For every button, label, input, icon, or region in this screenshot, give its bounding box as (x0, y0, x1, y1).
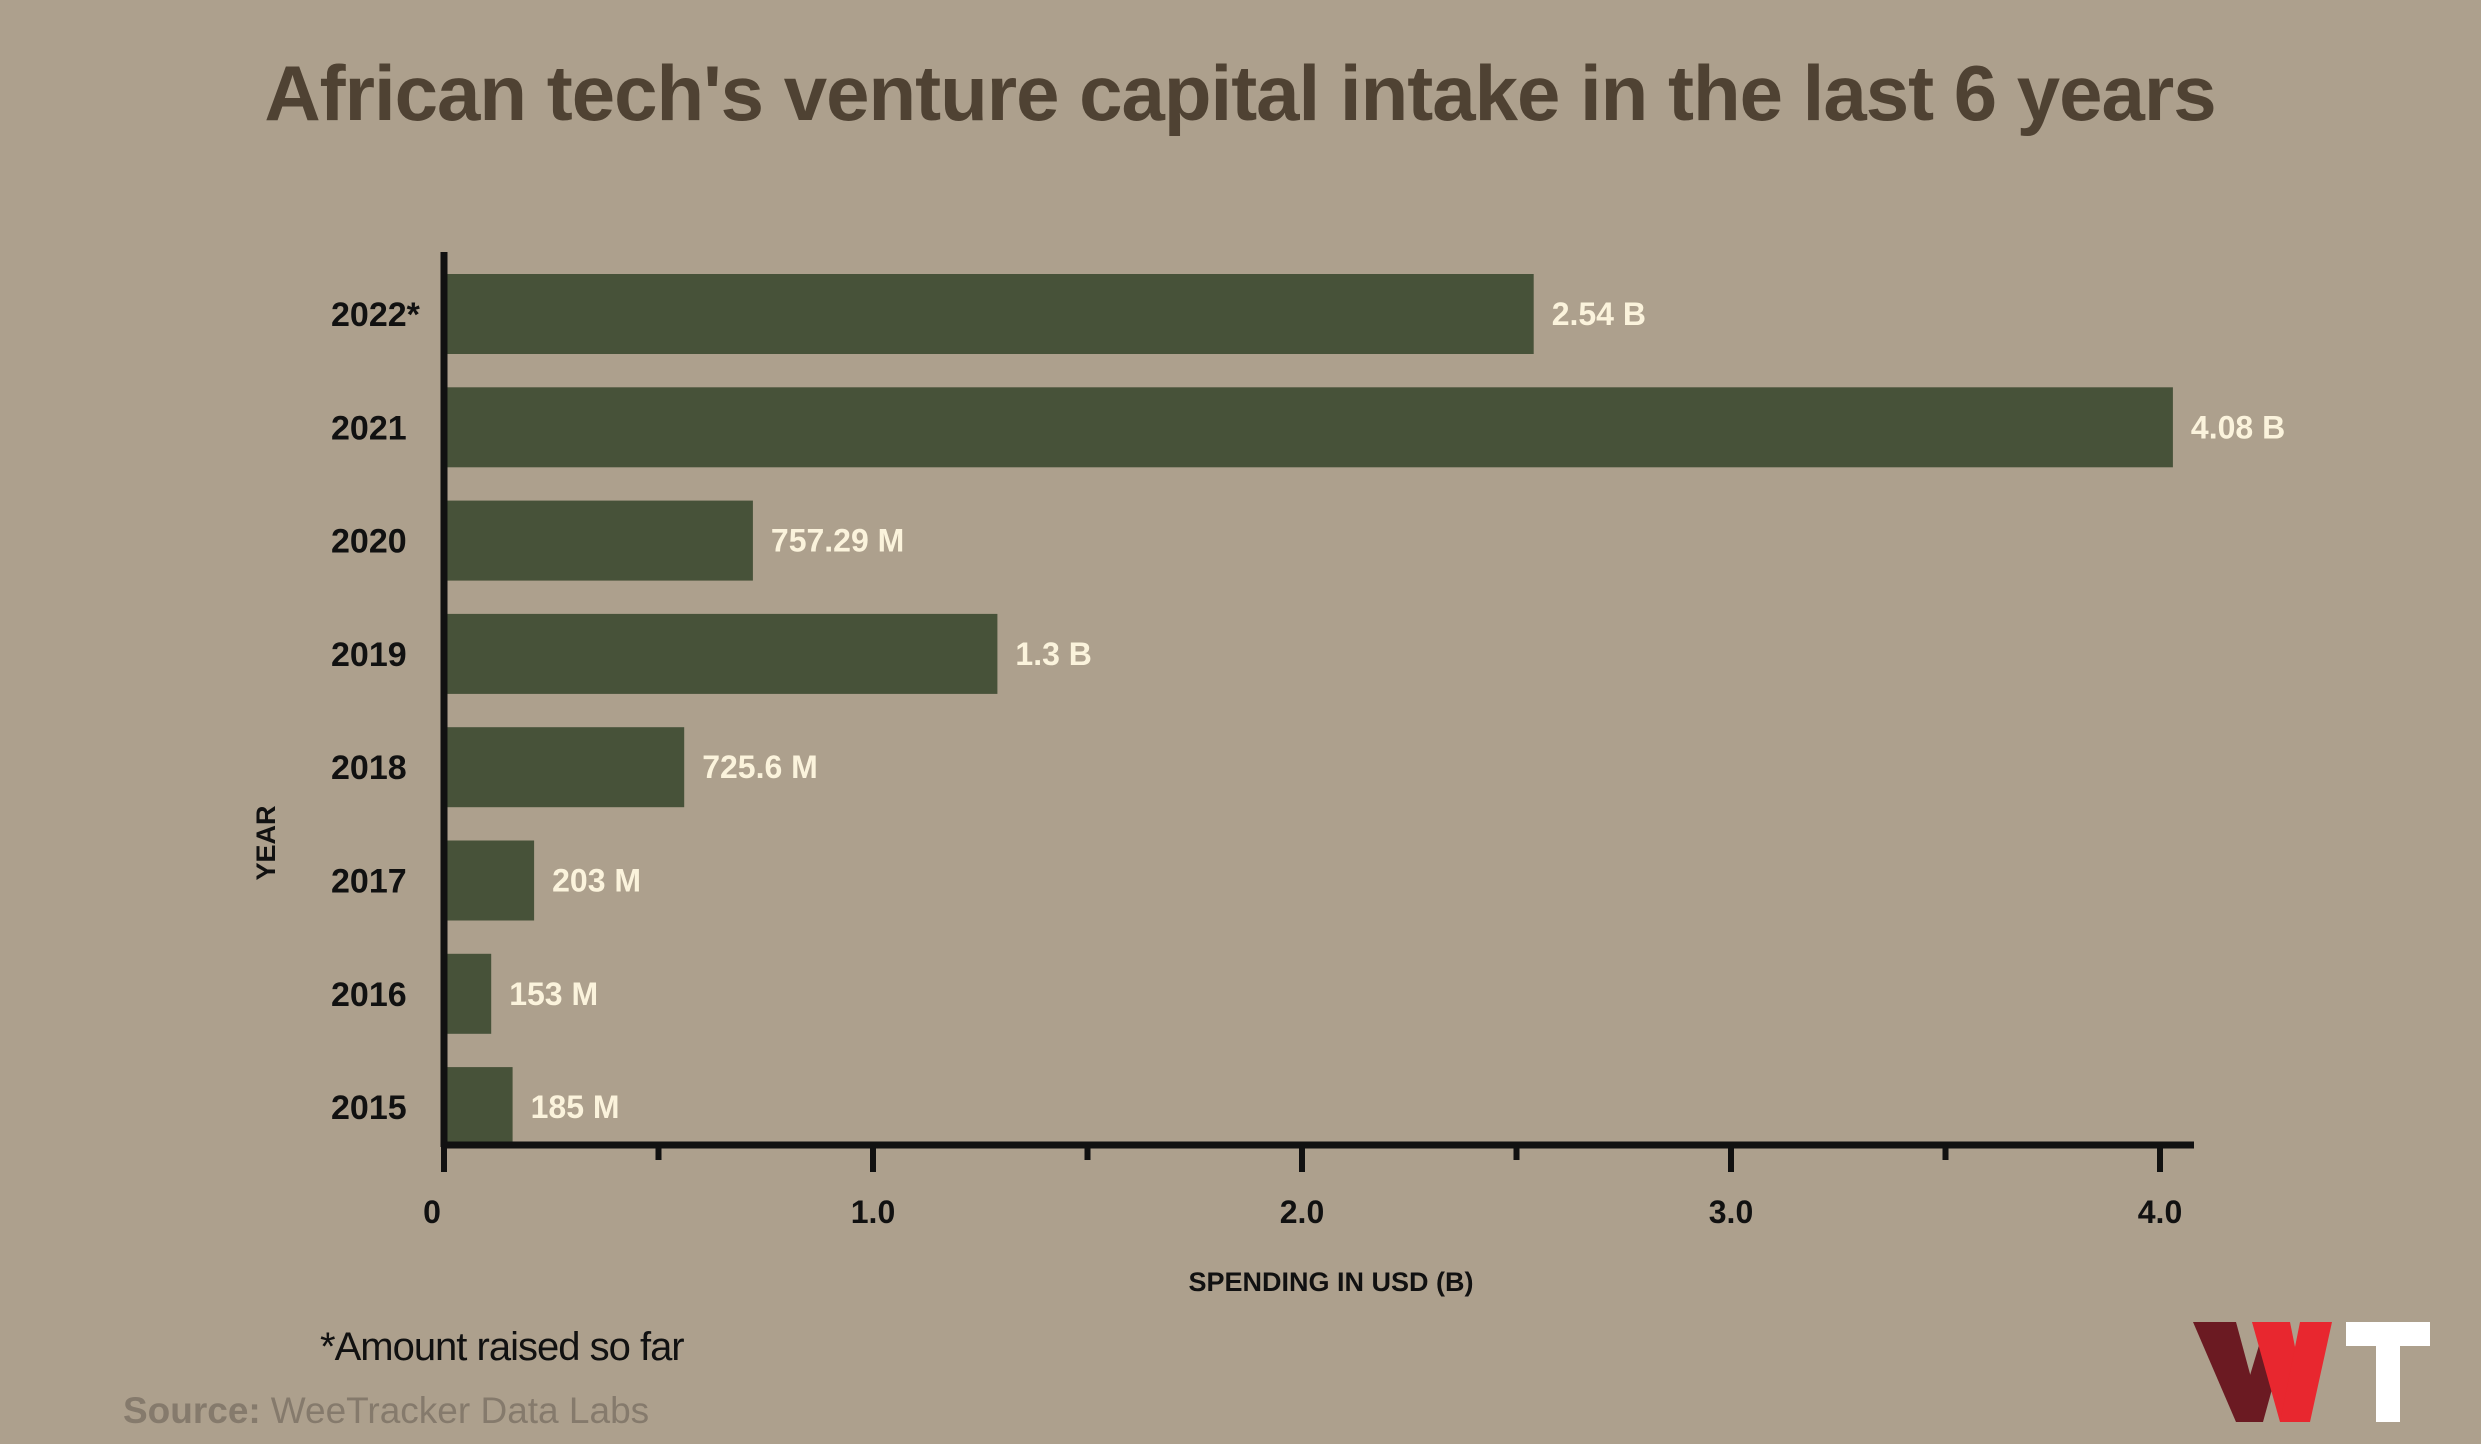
source-line: Source: WeeTracker Data Labs (123, 1390, 649, 1431)
bar-2017 (444, 840, 535, 921)
data-label-2016: 153 M (509, 976, 598, 1012)
y-tick-2015: 2015 (331, 1089, 407, 1127)
y-tick-2022: 2022* (331, 296, 421, 334)
source-value: WeeTracker Data Labs (271, 1390, 649, 1431)
y-axis-label: YEAR (251, 805, 281, 880)
x-ticks-group: 0 1.0 2.0 3.0 4.0 (423, 1145, 2182, 1230)
x-tick-label-3: 3.0 (1709, 1194, 1753, 1230)
x-tick-label-0: 0 (423, 1194, 441, 1230)
footnote: *Amount raised so far (320, 1325, 684, 1369)
y-tick-labels-group: 2022* 2021 2020 2019 2018 2017 2016 2015 (331, 296, 421, 1127)
data-label-2017: 203 M (552, 863, 641, 899)
y-tick-2016: 2016 (331, 976, 407, 1014)
data-label-2015: 185 M (531, 1089, 620, 1125)
data-label-2018: 725.6 M (702, 749, 818, 785)
bars-group (444, 274, 2173, 1148)
bar-2021 (444, 387, 2173, 468)
x-tick-label-2: 2.0 (1280, 1194, 1324, 1230)
source-key: Source: (123, 1390, 261, 1431)
data-label-2020: 757.29 M (771, 523, 904, 559)
y-tick-2017: 2017 (331, 863, 407, 901)
bar-2019 (444, 613, 998, 694)
data-labels-group: 2.54 B 4.08 B 757.29 M 1.3 B 725.6 M 203 M 153… (509, 296, 2285, 1125)
bar-2015 (444, 1067, 513, 1148)
x-tick-label-1: 1.0 (851, 1194, 895, 1230)
x-axis-label: SPENDING IN USD (B) (1188, 1267, 1473, 1297)
y-tick-2019: 2019 (331, 636, 407, 674)
chart-title: African tech's venture capital intake in… (264, 49, 2215, 137)
x-tick-label-4: 4.0 (2138, 1194, 2182, 1230)
data-label-2021: 4.08 B (2191, 409, 2285, 445)
bar-2020 (444, 500, 753, 581)
weetracker-wt-logo (2193, 1322, 2430, 1422)
bar-2022 (444, 274, 1534, 354)
data-label-2022: 2.54 B (1552, 296, 1646, 332)
y-tick-2020: 2020 (331, 523, 407, 561)
y-tick-2021: 2021 (331, 409, 407, 447)
bar-2016 (444, 953, 492, 1034)
data-label-2019: 1.3 B (1015, 636, 1091, 672)
logo-t (2346, 1322, 2430, 1422)
bar-2018 (444, 727, 685, 808)
logo-w-stroke-4 (2280, 1322, 2332, 1422)
y-tick-2018: 2018 (331, 749, 407, 787)
